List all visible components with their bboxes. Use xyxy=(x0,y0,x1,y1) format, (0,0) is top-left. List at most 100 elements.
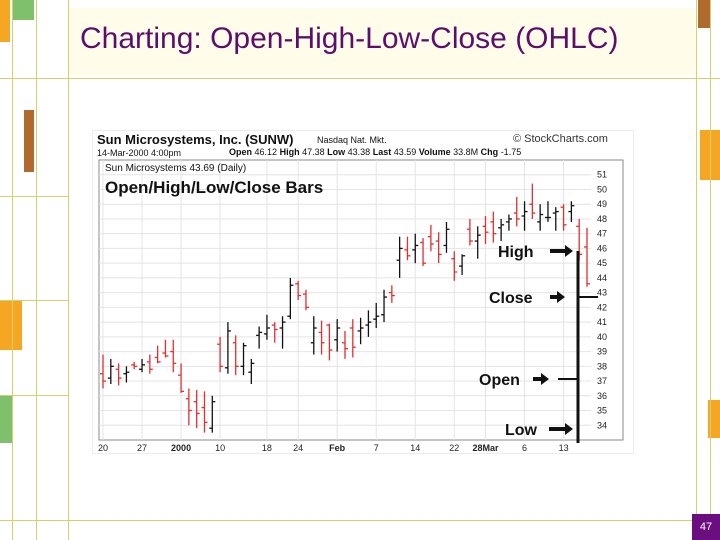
company-name: Sun Microsystems, Inc. (SUNW) xyxy=(97,132,294,147)
x-tick-label: 13 xyxy=(559,443,569,453)
ohlc-bar xyxy=(326,323,333,361)
ohlc-bar xyxy=(420,238,427,267)
ohlc-bar xyxy=(201,391,208,433)
ohlc-bar xyxy=(537,204,544,231)
slide-title: Charting: Open-High-Low-Close (OHLC) xyxy=(80,22,619,55)
ohlc-bar xyxy=(560,204,567,231)
y-tick-label: 45 xyxy=(597,258,607,268)
ohlc-bar xyxy=(115,363,122,386)
high-label: High xyxy=(279,147,300,157)
ohlc-bar xyxy=(381,289,388,323)
x-axis-labels: 20 27 2000 10 18 24 Feb 7 14 22 28Mar 6 13 xyxy=(98,443,569,453)
ohlc-bar xyxy=(365,310,372,337)
frame-line xyxy=(68,0,69,540)
annotations: High Close Open Low xyxy=(479,244,598,443)
ohlc-bar xyxy=(373,302,380,328)
source-label: © StockCharts.com xyxy=(513,133,608,145)
ohlc-bar xyxy=(232,335,239,376)
y-tick-label: 43 xyxy=(597,288,607,298)
ohlc-bar xyxy=(193,389,200,429)
frame-line xyxy=(710,0,711,540)
date-line: 14-Mar-2000 4:00pm xyxy=(97,148,182,158)
annotation-label: High xyxy=(498,244,534,261)
x-tick-label: 14 xyxy=(410,443,420,453)
ohlc-bar xyxy=(146,354,153,374)
ohlc-bar xyxy=(178,363,185,393)
title-band xyxy=(68,8,696,76)
y-tick-label: 36 xyxy=(597,391,607,401)
orange-accent-right-low xyxy=(708,400,720,438)
y-tick-label: 49 xyxy=(597,199,607,209)
plot-area xyxy=(98,159,624,441)
stock-chart: Sun Microsystems, Inc. (SUNW) Nasdaq Nat… xyxy=(92,130,634,454)
ohlc-bar xyxy=(552,207,559,231)
frame-line xyxy=(0,395,68,396)
ohlc-bar xyxy=(357,317,364,345)
y-tick-label: 40 xyxy=(597,332,607,342)
annotation-arrow-head xyxy=(565,423,573,435)
x-tick-label: 7 xyxy=(374,443,379,453)
ohlc-bar xyxy=(443,221,450,253)
ohlc-bar xyxy=(466,218,473,246)
frame-line xyxy=(12,0,13,540)
ohlc-bar xyxy=(209,395,216,433)
legend-label: Sun Microsystems 43.69 (Daily) xyxy=(105,163,246,174)
volume-value: 33.8M xyxy=(453,147,479,157)
ohlc-bar xyxy=(435,232,442,264)
x-tick-label: 20 xyxy=(98,443,108,453)
annotation-arrow-head xyxy=(541,373,549,385)
annotation-label: Close xyxy=(489,290,533,307)
ohlc-bar xyxy=(310,316,317,355)
ohlc-bar xyxy=(256,326,263,349)
ohlc-bar xyxy=(185,388,192,426)
ohlc-bar xyxy=(240,342,247,376)
ohlc-bar xyxy=(584,227,590,287)
ohlc-bar xyxy=(568,201,575,222)
volume-label: Volume xyxy=(418,147,451,157)
brown-accent-left xyxy=(24,110,34,172)
ohlc-bar xyxy=(217,336,224,373)
orange-accent-top xyxy=(0,0,10,42)
green-accent-top xyxy=(12,0,34,20)
ohlc-bar xyxy=(498,218,505,242)
ohlc-bar xyxy=(490,211,497,243)
open-label: Open xyxy=(229,147,253,157)
y-tick-label: 41 xyxy=(597,317,607,327)
page-number: 47 xyxy=(692,514,720,540)
chg-label: Chg xyxy=(480,147,499,157)
ohlc-bar xyxy=(342,330,348,359)
ohlc-bar xyxy=(427,224,434,252)
ohlc-bar xyxy=(412,233,419,264)
ohlc-bar xyxy=(295,280,302,300)
x-tick-label: 2000 xyxy=(171,443,191,453)
ohlc-bar xyxy=(451,251,458,281)
ohlc-bar xyxy=(271,322,278,343)
ohlc-bar xyxy=(100,354,106,389)
y-tick-label: 44 xyxy=(597,273,607,283)
ohlc-bar xyxy=(521,201,528,231)
ohlc-bar xyxy=(505,214,512,231)
ohlc-bar xyxy=(349,319,356,358)
y-tick-label: 47 xyxy=(597,229,607,239)
ohlc-bar xyxy=(404,236,411,261)
brown-accent-right xyxy=(698,0,710,28)
frame-line xyxy=(0,520,720,521)
y-axis-labels: 34 35 36 37 38 39 40 41 42 43 44 45 46 47 48 49 50 51 xyxy=(597,170,607,431)
ohlc-bar xyxy=(170,339,177,373)
ohlc-bars xyxy=(100,183,590,433)
x-tick-label: Feb xyxy=(329,443,346,453)
chart-title: Open/High/Low/Close Bars xyxy=(105,178,323,197)
ohlc-bar xyxy=(123,366,130,383)
ohlc-bar xyxy=(162,339,169,358)
y-tick-label: 39 xyxy=(597,347,607,357)
ohlc-bar xyxy=(279,316,286,349)
x-tick-label: 6 xyxy=(522,443,527,453)
ohlc-bar xyxy=(263,314,270,340)
orange-accent-mid xyxy=(0,300,22,350)
ohlc-bar xyxy=(287,277,294,320)
y-tick-label: 37 xyxy=(597,376,607,386)
y-tick-label: 42 xyxy=(597,302,607,312)
green-accent-left xyxy=(0,395,12,443)
